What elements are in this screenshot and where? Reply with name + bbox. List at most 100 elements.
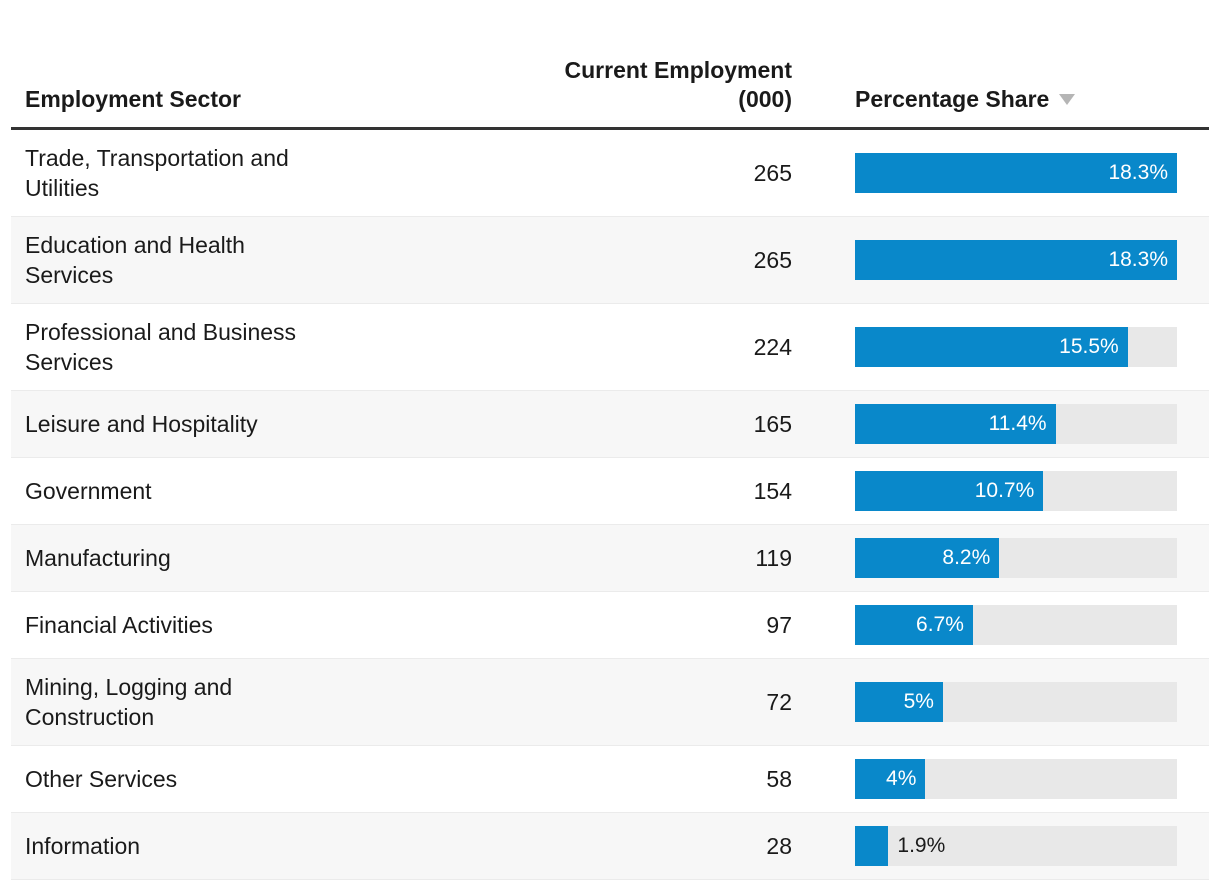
sector-cell: Information: [11, 831, 325, 861]
sector-label: Professional and Business Services: [25, 319, 297, 375]
bar-fill: 15.5%: [855, 327, 1128, 367]
column-header-current-employment[interactable]: Current Employment (000): [325, 56, 792, 114]
bar-fill: 10.7%: [855, 471, 1044, 511]
column-header-label: Percentage Share: [855, 86, 1050, 112]
sector-cell: Leisure and Hospitality: [11, 409, 325, 439]
employment-value: 265: [753, 160, 792, 186]
bar-fill: 18.3%: [855, 153, 1177, 193]
employment-value: 154: [753, 478, 792, 504]
table-body: Trade, Transportation and Utilities 265 …: [11, 130, 1209, 880]
employment-cell: 224: [325, 332, 792, 362]
sector-cell: Other Services: [11, 764, 325, 794]
sort-desc-icon[interactable]: [1059, 94, 1076, 105]
employment-cell: 119: [325, 543, 792, 573]
employment-value: 72: [766, 689, 792, 715]
table-row: Other Services 58 4%: [11, 746, 1209, 813]
share-label: 6.7%: [916, 613, 964, 636]
sector-cell: Trade, Transportation and Utilities: [11, 143, 325, 203]
employment-cell: 58: [325, 764, 792, 794]
bar-track: 1.9%: [855, 826, 1177, 866]
share-label: 18.3%: [1108, 248, 1168, 271]
share-label: 15.5%: [1059, 335, 1119, 358]
share-cell: 18.3%: [855, 153, 1177, 193]
share-label: 4%: [886, 767, 917, 790]
employment-cell: 265: [325, 245, 792, 275]
share-cell: 5%: [855, 682, 1177, 722]
table-row: Education and Health Services 265 18.3%: [11, 217, 1209, 304]
sector-label: Leisure and Hospitality: [25, 411, 258, 437]
sector-cell: Financial Activities: [11, 610, 325, 640]
bar-track: 18.3%: [855, 240, 1177, 280]
share-cell: 1.9%: [855, 826, 1177, 866]
sector-label: Education and Health Services: [25, 232, 245, 288]
share-cell: 18.3%: [855, 240, 1177, 280]
sector-cell: Education and Health Services: [11, 230, 325, 290]
table-row: Government 154 10.7%: [11, 458, 1209, 525]
sector-label: Trade, Transportation and Utilities: [25, 145, 289, 201]
bar-track: 18.3%: [855, 153, 1177, 193]
share-label: 11.4%: [988, 412, 1047, 435]
bar-fill: 18.3%: [855, 240, 1177, 280]
employment-cell: 154: [325, 476, 792, 506]
bar-fill: 11.4%: [855, 404, 1056, 444]
bar-track: 5%: [855, 682, 1177, 722]
employment-value: 265: [753, 247, 792, 273]
share-label: 8.2%: [942, 546, 991, 569]
share-cell: 15.5%: [855, 327, 1177, 367]
table-header: Employment Sector Current Employment (00…: [11, 0, 1209, 130]
sector-label: Government: [25, 478, 152, 504]
sector-label: Other Services: [25, 766, 178, 792]
bar-fill: [855, 826, 889, 866]
share-label: 5%: [903, 690, 934, 713]
share-cell: 8.2%: [855, 538, 1177, 578]
employment-cell: 165: [325, 409, 792, 439]
employment-value: 165: [753, 411, 792, 437]
bar-track: 11.4%: [855, 404, 1177, 444]
sector-label: Financial Activities: [25, 612, 213, 638]
bar-track: 8.2%: [855, 538, 1177, 578]
employment-cell: 28: [325, 831, 792, 861]
share-cell: 4%: [855, 759, 1177, 799]
share-cell: 11.4%: [855, 404, 1177, 444]
bar-track: 6.7%: [855, 605, 1177, 645]
bar-fill: 8.2%: [855, 538, 1000, 578]
sector-label: Information: [25, 833, 141, 859]
employment-value: 58: [766, 766, 792, 792]
table-row: Leisure and Hospitality 165 11.4%: [11, 391, 1209, 458]
table-row: Manufacturing 119 8.2%: [11, 525, 1209, 592]
bar-fill: 6.7%: [855, 605, 973, 645]
employment-value: 97: [766, 612, 792, 638]
share-label-outside: 1.9%: [897, 834, 946, 857]
sector-cell: Manufacturing: [11, 543, 325, 573]
bar-fill: 4%: [855, 759, 926, 799]
sector-cell: Professional and Business Services: [11, 317, 325, 377]
table-row: Mining, Logging and Construction 72 5%: [11, 659, 1209, 746]
table-row: Financial Activities 97 6.7%: [11, 592, 1209, 659]
column-header-label: Employment Sector: [25, 86, 241, 112]
bar-track: 15.5%: [855, 327, 1177, 367]
table-row: Professional and Business Services 224 1…: [11, 304, 1209, 391]
sector-label: Mining, Logging and Construction: [25, 674, 233, 730]
share-cell: 10.7%: [855, 471, 1177, 511]
employment-value: 224: [753, 334, 792, 360]
share-label: 10.7%: [974, 479, 1035, 502]
bar-track: 4%: [855, 759, 1177, 799]
column-header-percentage-share[interactable]: Percentage Share: [855, 85, 1209, 114]
employment-cell: 265: [325, 158, 792, 188]
table-row: Information 28 1.9%: [11, 813, 1209, 880]
bar-fill: 5%: [855, 682, 943, 722]
column-header-label: Current Employment (000): [564, 57, 792, 112]
share-label: 18.3%: [1108, 161, 1168, 184]
share-cell: 6.7%: [855, 605, 1177, 645]
employment-cell: 72: [325, 687, 792, 717]
employment-value: 28: [766, 833, 792, 859]
sector-cell: Government: [11, 476, 325, 506]
sector-cell: Mining, Logging and Construction: [11, 672, 325, 732]
table-row: Trade, Transportation and Utilities 265 …: [11, 130, 1209, 217]
employment-value: 119: [755, 545, 792, 571]
employment-cell: 97: [325, 610, 792, 640]
sector-label: Manufacturing: [25, 545, 171, 571]
bar-track: 10.7%: [855, 471, 1177, 511]
column-header-employment-sector[interactable]: Employment Sector: [11, 85, 325, 114]
